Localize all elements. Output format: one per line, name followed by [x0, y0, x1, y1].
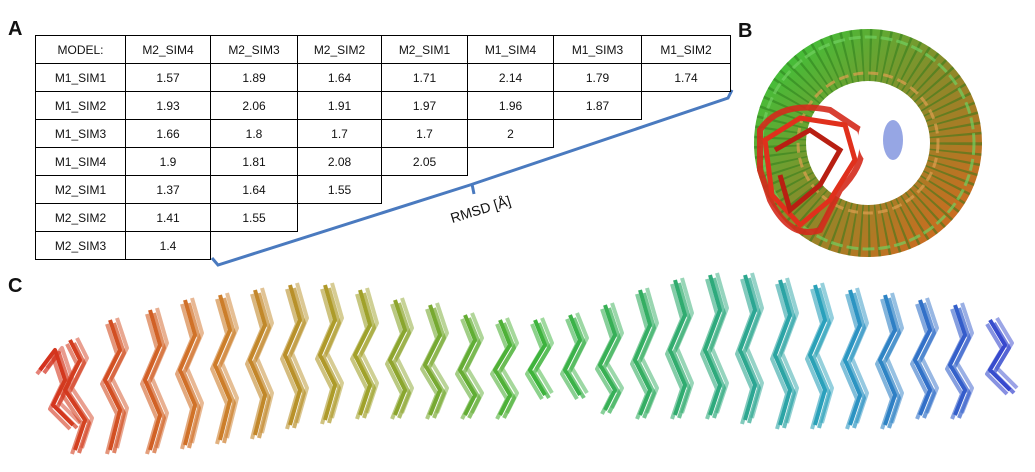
value-cell: 1.97 — [381, 91, 468, 120]
value-cell: 2.05 — [381, 147, 468, 176]
value-cell: 1.93 — [125, 91, 211, 120]
row-label: M1_SIM1 — [35, 63, 126, 92]
structure-c — [37, 273, 1017, 454]
value-cell: 1.71 — [381, 63, 468, 92]
value-cell: 1.7 — [381, 119, 468, 148]
header-cell: M2_SIM2 — [297, 35, 382, 64]
value-cell: 1.81 — [210, 147, 298, 176]
value-cell: 2.08 — [297, 147, 382, 176]
value-cell: 1.87 — [553, 91, 642, 120]
header-cell: M2_SIM4 — [125, 35, 211, 64]
value-cell: 1.9 — [125, 147, 211, 176]
row-label: M1_SIM2 — [35, 91, 126, 120]
value-cell: 2 — [467, 119, 554, 148]
value-cell: 1.37 — [125, 175, 211, 204]
value-cell: 1.55 — [210, 203, 298, 232]
structure-b — [760, 37, 974, 249]
value-cell: 1.89 — [210, 63, 298, 92]
page: {"panel_labels": {"a": "A", "b": "B", "c… — [0, 0, 1035, 472]
header-cell: MODEL: — [35, 35, 126, 64]
panel-label: A — [8, 18, 22, 41]
row-label: M2_SIM3 — [35, 231, 126, 260]
value-cell: 1.96 — [467, 91, 554, 120]
value-cell: 2.14 — [467, 63, 554, 92]
figure: RMSD [Å] A B C MODEL:M2_SIM4M2_SIM3M2_SI… — [0, 0, 1035, 472]
value-cell: 1.4 — [125, 231, 211, 260]
header-cell: M2_SIM3 — [210, 35, 298, 64]
row-label: M1_SIM4 — [35, 147, 126, 176]
value-cell: 1.7 — [297, 119, 382, 148]
value-cell: 1.64 — [297, 63, 382, 92]
value-cell: 1.8 — [210, 119, 298, 148]
header-cell: M1_SIM2 — [641, 35, 731, 64]
value-cell: 1.64 — [210, 175, 298, 204]
value-cell: 1.74 — [641, 63, 731, 92]
value-cell: 1.55 — [297, 175, 382, 204]
value-cell: 1.91 — [297, 91, 382, 120]
value-cell: 2.06 — [210, 91, 298, 120]
header-cell: M1_SIM4 — [467, 35, 554, 64]
panel-label: B — [738, 20, 752, 43]
value-cell: 1.41 — [125, 203, 211, 232]
annotation: RMSD [Å] — [448, 192, 512, 225]
header-cell: M2_SIM1 — [381, 35, 468, 64]
row-label: M2_SIM2 — [35, 203, 126, 232]
value-cell: 1.79 — [553, 63, 642, 92]
row-label: M2_SIM1 — [35, 175, 126, 204]
panel-label: C — [8, 275, 22, 298]
value-cell: 1.66 — [125, 119, 211, 148]
row-label: M1_SIM3 — [35, 119, 126, 148]
header-cell: M1_SIM3 — [553, 35, 642, 64]
value-cell: 1.57 — [125, 63, 211, 92]
